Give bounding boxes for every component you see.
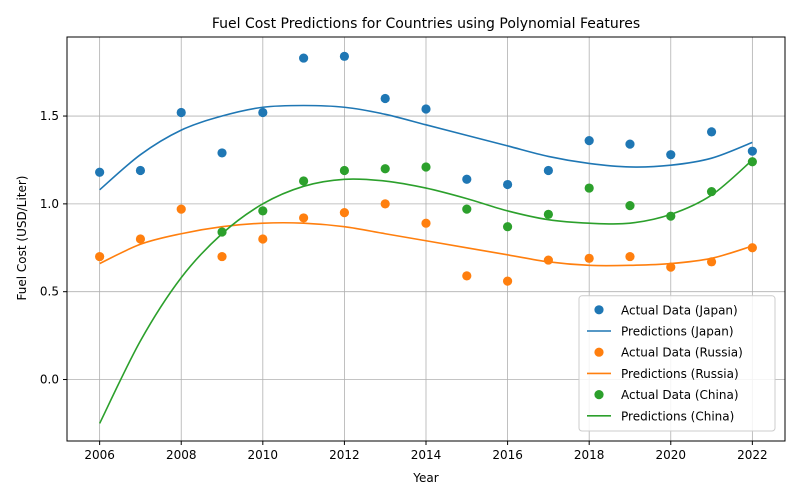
data-point-japan [462, 174, 472, 184]
data-point-china [625, 201, 635, 211]
legend-marker-icon [594, 347, 604, 357]
data-point-russia [176, 204, 186, 214]
legend-label: Actual Data (Japan) [621, 303, 738, 317]
data-point-japan [380, 93, 390, 104]
legend-item-actual-russia: Actual Data (Russia) [594, 346, 743, 360]
data-point-russia [339, 208, 350, 218]
data-point-japan [299, 53, 309, 63]
x-tick-label: 2022 [737, 448, 768, 462]
data-point-china [543, 209, 553, 220]
data-point-japan [176, 107, 186, 118]
prediction-line-japan [99, 104, 753, 191]
legend: Actual Data (Japan) Predictions (Japan) Ac… [578, 295, 776, 432]
legend-box [578, 295, 776, 432]
data-point-russia [217, 251, 227, 262]
data-point-russia [135, 234, 146, 244]
x-tick-label: 2008 [166, 448, 197, 462]
prediction-line-russia [99, 221, 753, 267]
data-point-japan [95, 167, 105, 177]
data-point-china [584, 183, 594, 193]
data-point-china [217, 227, 227, 237]
legend-item-actual-japan: Actual Data (Japan) [594, 303, 738, 317]
data-point-russia [706, 257, 717, 267]
x-tick-label: 2012 [329, 448, 360, 462]
data-point-russia [666, 262, 676, 272]
data-point-china [339, 165, 350, 176]
data-point-china [462, 204, 472, 214]
data-point-japan [135, 165, 146, 176]
y-tick-label: 1.0 [40, 197, 59, 211]
legend-label: Predictions (China) [621, 409, 734, 423]
data-point-russia [747, 243, 757, 253]
data-point-china [502, 222, 513, 232]
data-point-japan [706, 127, 717, 137]
legend-label: Predictions (Japan) [621, 325, 734, 339]
series-china [98, 157, 757, 424]
x-tick-label: 2014 [411, 448, 442, 462]
data-point-china [666, 211, 676, 221]
data-point-china [747, 157, 757, 167]
legend-item-prediction-china: Predictions (China) [587, 409, 734, 423]
data-point-japan [584, 136, 594, 146]
data-point-china [299, 176, 309, 186]
y-axis-ticks: 0.0 0.5 1.0 1.5 [40, 109, 67, 387]
data-point-japan [666, 150, 676, 160]
legend-label: Actual Data (China) [621, 388, 739, 402]
legend-marker-icon [594, 390, 604, 400]
data-point-russia [584, 253, 594, 263]
legend-label: Actual Data (Russia) [621, 346, 743, 360]
data-point-russia [258, 234, 268, 244]
y-axis-label: Fuel Cost (USD/Liter) [15, 176, 29, 301]
data-point-japan [747, 146, 757, 156]
series-layer [95, 51, 757, 424]
data-point-china [706, 186, 717, 197]
data-point-russia [380, 199, 390, 209]
data-point-russia [502, 276, 513, 286]
data-point-china [380, 164, 390, 174]
legend-item-prediction-russia: Predictions (Russia) [587, 367, 739, 381]
x-tick-label: 2010 [248, 448, 279, 462]
x-tick-label: 2020 [655, 448, 686, 462]
data-point-russia [543, 255, 553, 265]
legend-marker-icon [594, 305, 604, 315]
x-tick-label: 2016 [492, 448, 523, 462]
data-point-russia [462, 271, 472, 281]
data-point-russia [95, 251, 105, 262]
y-tick-label: 0.0 [40, 373, 59, 387]
data-point-japan [543, 165, 553, 176]
y-tick-label: 0.5 [40, 285, 59, 299]
legend-label: Predictions (Russia) [621, 367, 739, 381]
data-point-russia [299, 213, 309, 223]
data-point-russia [625, 251, 635, 262]
data-point-china [258, 206, 268, 216]
series-russia [95, 199, 757, 286]
legend-item-prediction-japan: Predictions (Japan) [587, 325, 734, 339]
series-japan [95, 51, 757, 191]
x-axis-label: Year [412, 471, 438, 485]
x-axis-ticks: 2006 2008 2010 2012 2014 2016 2018 2020 2022 [84, 441, 768, 462]
prediction-line-china [98, 159, 753, 424]
x-tick-label: 2006 [84, 448, 115, 462]
data-point-china [421, 162, 431, 172]
x-tick-label: 2018 [574, 448, 605, 462]
data-point-japan [258, 107, 268, 118]
chart-title: Fuel Cost Predictions for Countries usin… [212, 16, 640, 32]
y-tick-label: 1.5 [40, 109, 59, 123]
legend-item-actual-china: Actual Data (China) [594, 388, 739, 402]
data-point-japan [502, 179, 513, 190]
data-point-japan [339, 51, 350, 61]
data-point-japan [217, 148, 227, 158]
data-point-japan [625, 139, 635, 149]
data-point-japan [421, 104, 431, 114]
data-point-russia [421, 218, 431, 228]
